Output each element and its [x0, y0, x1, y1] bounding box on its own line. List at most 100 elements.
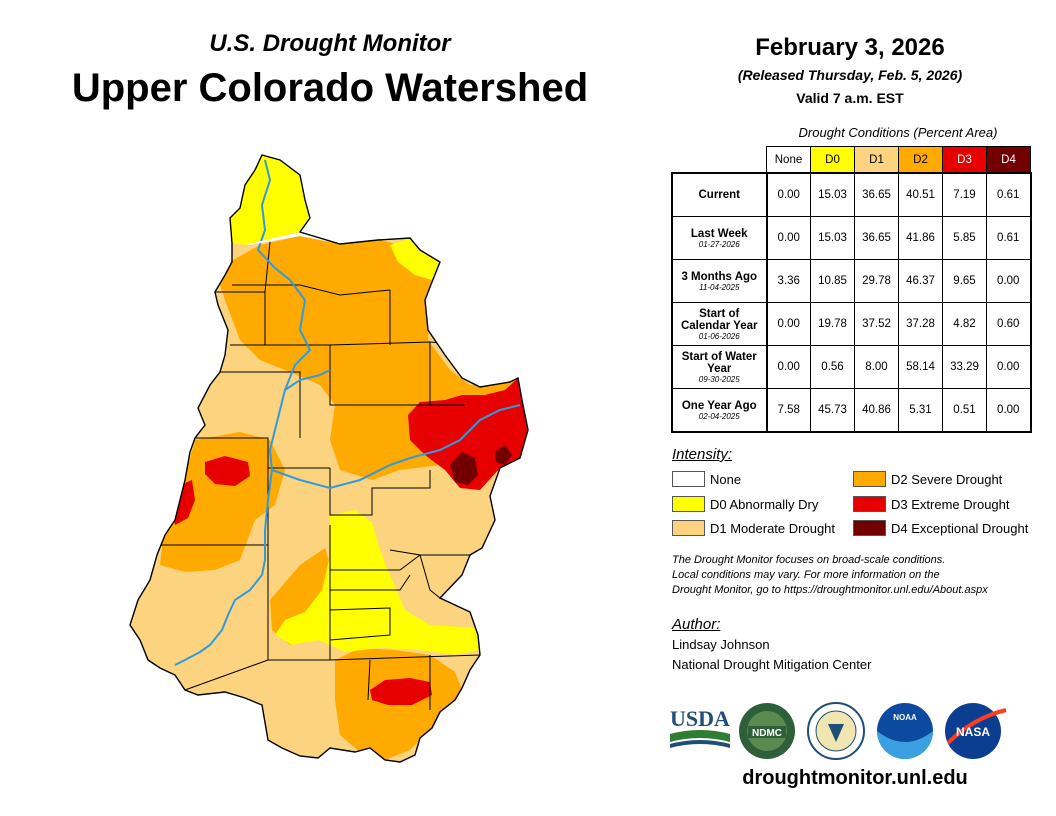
table-cell: 36.65	[854, 216, 899, 260]
legend-title: Intensity:	[672, 446, 733, 463]
table-cell: 46.37	[898, 259, 943, 303]
table-cell: 7.58	[766, 388, 811, 433]
doc-seal-logo	[807, 702, 865, 760]
row-label-cell: Last Week 01-27-2026	[671, 216, 768, 260]
table-cell: 0.00	[986, 388, 1032, 433]
header-blank-cell	[672, 147, 767, 174]
row-label-cell: Current	[671, 172, 768, 217]
table-header-row: None D0 D1 D2 D3 D4	[672, 146, 1031, 174]
table-cell: 45.73	[810, 388, 855, 433]
table-cell: 5.31	[898, 388, 943, 433]
colorado-river	[174, 159, 521, 666]
table-cell: 37.28	[898, 302, 943, 346]
table-cell: 36.65	[854, 172, 899, 217]
ndmc-logo: NDMC	[739, 703, 795, 759]
row-date: 11-04-2025	[699, 282, 740, 292]
row-date: 01-06-2026	[698, 331, 740, 341]
legend-label-d4: D4 Exceptional Drought	[891, 521, 1029, 536]
row-label-cell: Start of Calendar Year 01-06-2026	[671, 302, 768, 346]
nasa-logo-text: NASA	[956, 725, 990, 739]
column-header-d3: D3	[942, 146, 987, 174]
partner-logos: USDA NDMC NOAA NASA	[670, 702, 1007, 760]
row-label: Start of Calendar Year	[680, 307, 758, 332]
nasa-logo: NASA	[945, 703, 1007, 759]
table-caption: Drought Conditions (Percent Area)	[798, 125, 998, 140]
table-row: Start of Calendar Year 01-06-2026 0.00 19.7…	[671, 302, 1032, 346]
legend-swatch-none	[672, 471, 705, 487]
column-header-none: None	[766, 146, 811, 174]
table-cell: 0.00	[766, 172, 811, 217]
release-date: (Released Thursday, Feb. 5, 2026)	[737, 67, 963, 83]
table-row: Last Week 01-27-2026 0.00 15.03 36.65 41.86 5.…	[671, 216, 1032, 260]
d0-area-northeast	[390, 238, 440, 280]
legend-swatch-d4	[853, 520, 886, 536]
legend-label-d2: D2 Severe Drought	[891, 472, 1003, 487]
legend-label-d3: D3 Extreme Drought	[891, 497, 1010, 512]
author-organization: National Drought Mitigation Center	[672, 657, 872, 672]
row-label: Current	[698, 189, 741, 201]
table-row: Current 0.00 15.03 36.65 40.51 7.19 0.61	[671, 172, 1032, 217]
disclaimer-note: The Drought Monitor focuses on broad-sca…	[672, 553, 1052, 598]
row-label: 3 Months Ago	[681, 270, 758, 283]
table-cell: 19.78	[810, 302, 855, 346]
table-cell: 10.85	[810, 259, 855, 303]
author-name: Lindsay Johnson	[672, 637, 770, 652]
table-cell: 40.86	[854, 388, 899, 433]
map-title: Upper Colorado Watershed	[71, 66, 589, 110]
column-header-d2: D2	[898, 146, 943, 174]
usda-logo: USDA	[670, 706, 730, 748]
table-cell: 0.61	[986, 172, 1032, 217]
table-cell: 15.03	[810, 216, 855, 260]
legend-label-d1: D1 Moderate Drought	[710, 521, 836, 536]
note-line-1: The Drought Monitor focuses on broad-sca…	[672, 554, 946, 566]
table-cell: 37.52	[854, 302, 899, 346]
row-date: 02-04-2025	[698, 411, 740, 421]
table-cell: 29.78	[854, 259, 899, 303]
drought-map	[129, 154, 529, 763]
usda-logo-text: USDA	[670, 706, 730, 731]
table-cell: 3.36	[766, 259, 811, 303]
legend-swatch-d0	[672, 496, 705, 512]
table-cell: 58.14	[898, 345, 943, 389]
table-cell: 7.19	[942, 172, 987, 217]
website-url: droughtmonitor.unl.edu	[742, 767, 968, 789]
ndmc-logo-text: NDMC	[752, 728, 782, 739]
note-line-3: Drought Monitor, go to https://droughtmo…	[672, 584, 988, 596]
table-cell: 0.60	[986, 302, 1032, 346]
table-row: Start of Water Year 09-30-2025 0.00 0.56 8.0…	[671, 345, 1032, 389]
row-label: Last Week	[690, 227, 748, 240]
d3-area-west-pocket	[205, 456, 250, 486]
row-label: One Year Ago	[681, 399, 757, 412]
legend-swatch-d2	[853, 471, 886, 487]
d4-area-east-small	[495, 445, 512, 465]
legend-swatch-d3	[853, 496, 886, 512]
table-cell: 9.65	[942, 259, 987, 303]
table-cell: 33.29	[942, 345, 987, 389]
row-date: 09-30-2025	[698, 374, 740, 384]
valid-time: Valid 7 a.m. EST	[796, 90, 904, 106]
map-subtitle: U.S. Drought Monitor	[209, 30, 451, 57]
table-cell: 0.00	[766, 345, 811, 389]
table-cell: 15.03	[810, 172, 855, 217]
table-cell: 5.85	[942, 216, 987, 260]
d2-area-west	[160, 432, 285, 572]
d4-area-east	[450, 452, 478, 485]
map-date: February 3, 2026	[755, 34, 945, 61]
table-row: One Year Ago 02-04-2025 7.58 45.73 40.86 5.31…	[671, 388, 1032, 433]
noaa-logo-text: NOAA	[893, 713, 917, 722]
table-cell: 8.00	[854, 345, 899, 389]
row-label-cell: Start of Water Year 09-30-2025	[671, 345, 768, 389]
table-cell: 40.51	[898, 172, 943, 217]
legend-swatch-d1	[672, 520, 705, 536]
basin-outline	[129, 154, 529, 763]
table-cell: 0.00	[986, 345, 1032, 389]
column-header-d0: D0	[810, 146, 855, 174]
table-cell: 0.00	[986, 259, 1032, 303]
table-cell: 0.61	[986, 216, 1032, 260]
d0-area-central	[275, 510, 480, 655]
table-row: 3 Months Ago 11-04-2025 3.36 10.85 29.78 46.3…	[671, 259, 1032, 303]
legend-label-none: None	[710, 472, 742, 487]
column-header-d4: D4	[986, 146, 1031, 174]
table-cell: 0.56	[810, 345, 855, 389]
row-label-cell: 3 Months Ago 11-04-2025	[671, 259, 768, 303]
